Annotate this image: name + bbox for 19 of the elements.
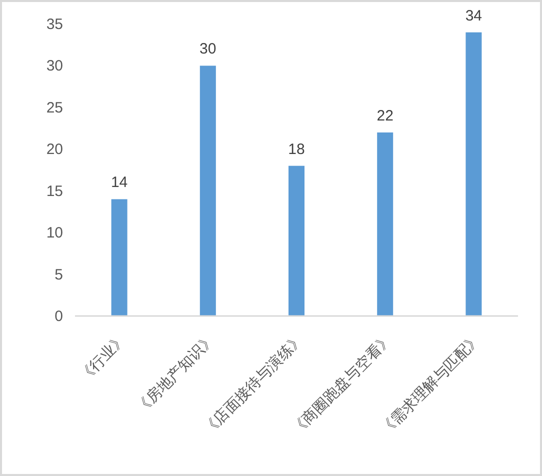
y-tick-label: 15 <box>46 182 63 200</box>
y-tick-label: 35 <box>46 16 63 33</box>
bar <box>377 132 394 316</box>
data-label: 22 <box>376 107 394 124</box>
y-tick-label: 30 <box>46 58 63 75</box>
x-tick-label: 《行业》 <box>76 330 130 386</box>
bar <box>200 66 216 316</box>
data-label: 30 <box>200 40 216 58</box>
data-label: 14 <box>110 174 128 192</box>
y-tick-label: 5 <box>54 266 63 284</box>
bar <box>111 199 128 316</box>
y-tick-label: 20 <box>46 141 63 158</box>
y-tick-label: 10 <box>46 224 63 242</box>
data-label: 18 <box>288 140 305 158</box>
bar <box>288 166 304 316</box>
bar <box>466 32 482 316</box>
y-tick-label: 0 <box>54 308 63 325</box>
data-label: 34 <box>465 7 482 24</box>
y-tick-label: 25 <box>46 99 63 116</box>
